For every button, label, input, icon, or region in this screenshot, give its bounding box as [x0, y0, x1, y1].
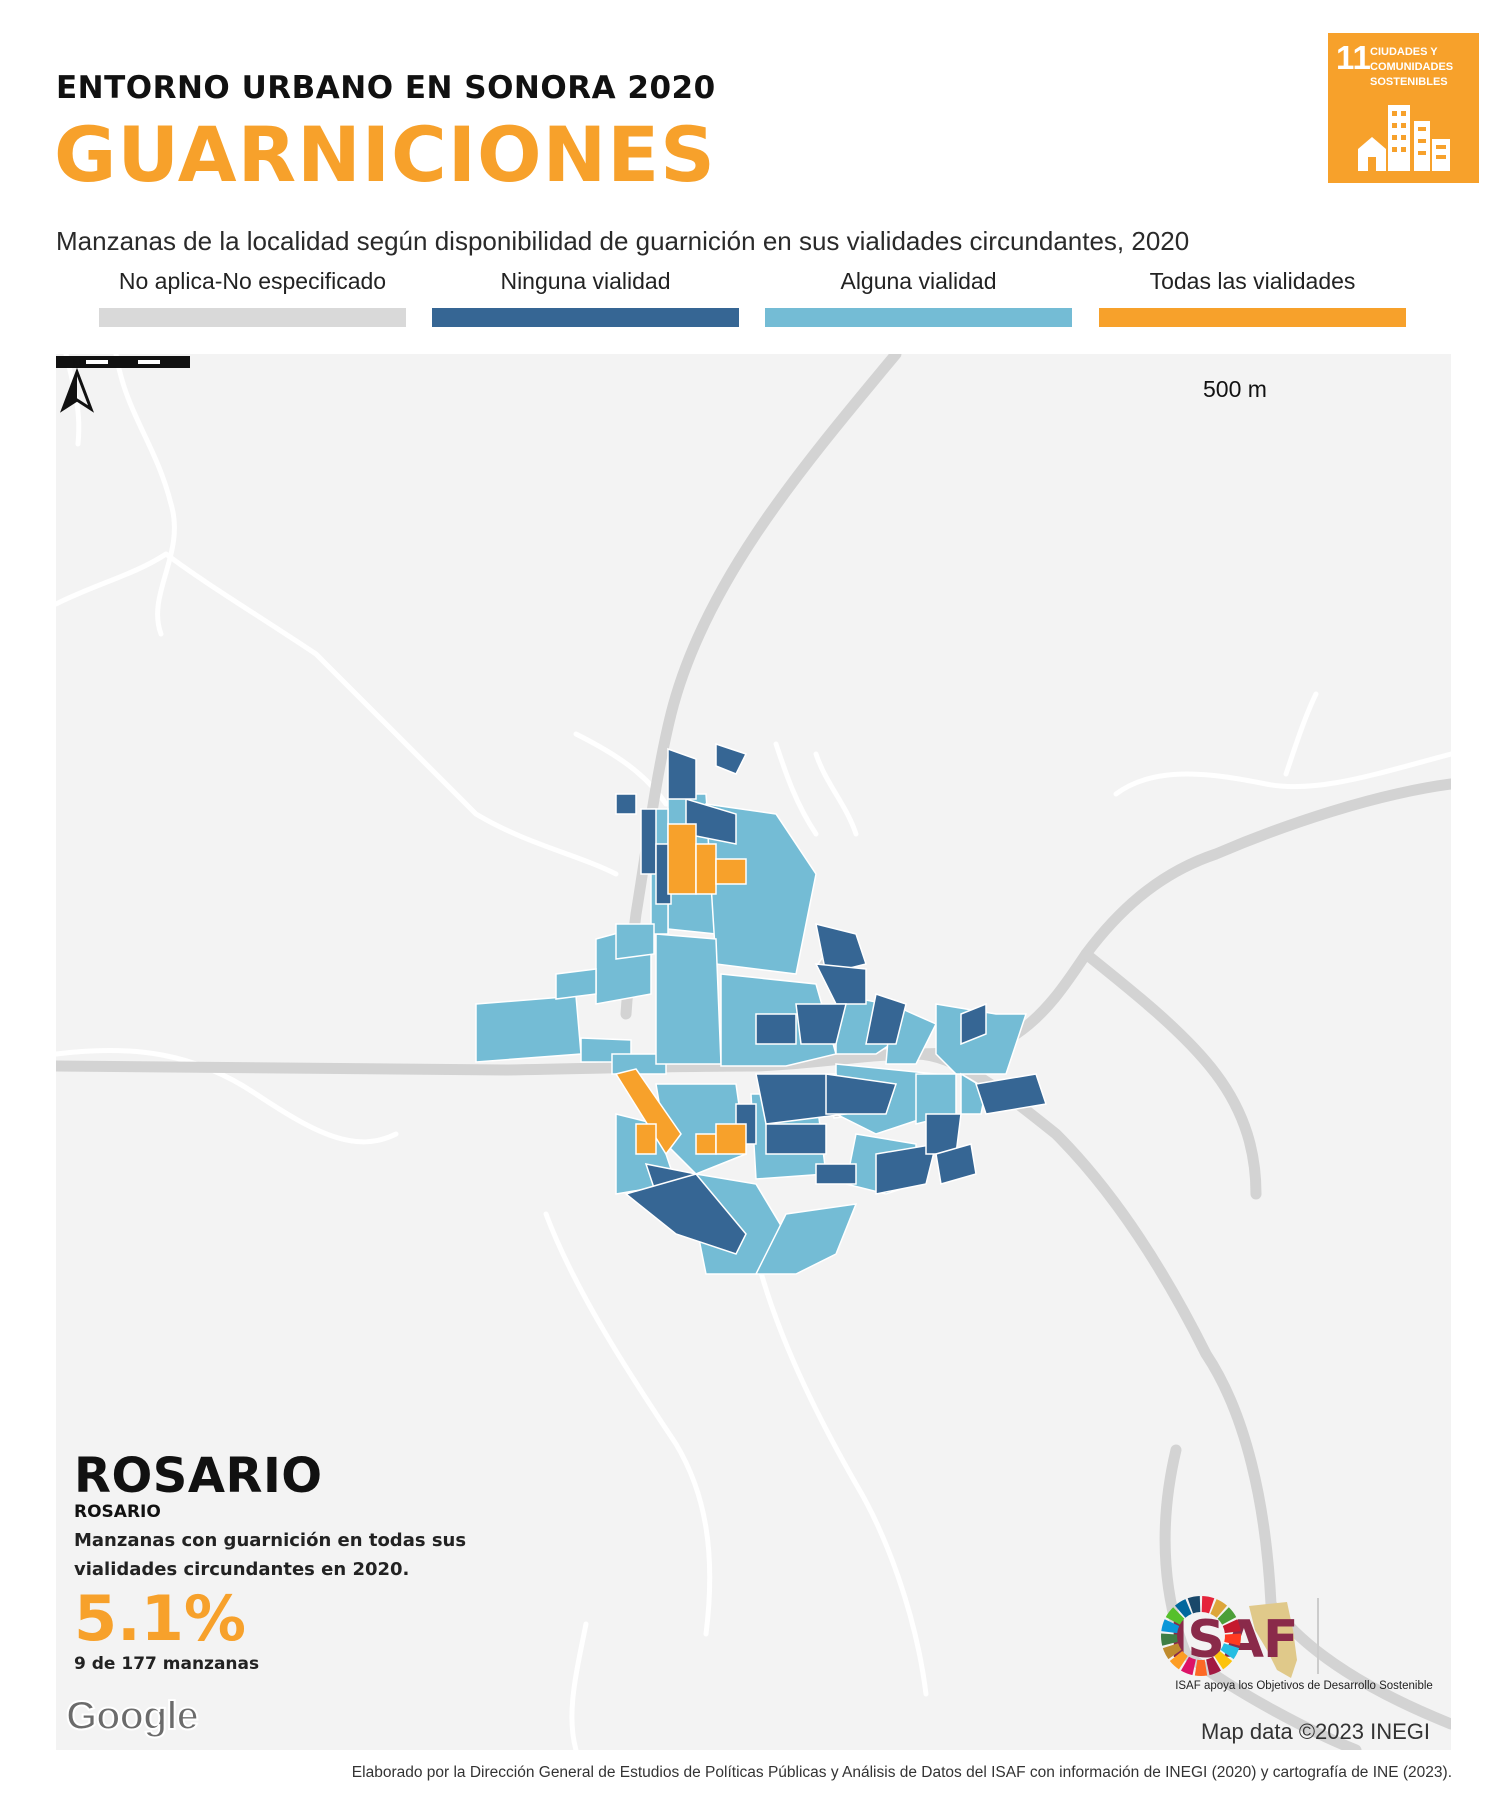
block-todas — [695, 1133, 717, 1155]
map-canvas[interactable] — [56, 354, 1451, 1750]
legend-item-ninguna: Ninguna vialidad — [432, 268, 739, 327]
sdg-wheel-segment — [1174, 1599, 1192, 1618]
logo-divider — [1317, 1598, 1319, 1674]
legend-swatch-gray — [99, 308, 406, 327]
legend-item-todas: Todas las vialidades — [1099, 268, 1406, 327]
sdg-wheel-segment — [1220, 1643, 1240, 1660]
sdg-wheel-segment — [1201, 1596, 1215, 1614]
sdg-wheel-segment — [1214, 1651, 1233, 1670]
stat-percentage: 5.1% — [74, 1582, 246, 1655]
legend-label: Alguna vialidad — [840, 268, 997, 294]
sdg-wheel-segment — [1180, 1656, 1196, 1676]
scale-bar — [56, 356, 190, 368]
legend: No aplica-No especificado Ninguna vialid… — [99, 268, 1409, 328]
sdg-wheel-segment — [1161, 1633, 1178, 1646]
city-buildings-icon — [1358, 105, 1450, 171]
sdg-wheel-segment — [1224, 1633, 1241, 1646]
sdg-wheel-segment — [1162, 1643, 1182, 1660]
supertitle: ENTORNO URBANO EN SONORA 2020 — [56, 70, 716, 106]
map-panel[interactable]: 500 m N ROSARIO ROSARIO Manzanas con gua… — [56, 354, 1451, 1750]
scale-label: 500 m — [1203, 376, 1267, 402]
sdg-wheel-segment — [1206, 1656, 1222, 1676]
page-title: GUARNICIONES — [54, 110, 716, 199]
isaf-tagline: ISAF apoya los Objetivos de Desarrollo S… — [1175, 1680, 1433, 1692]
sdg-wheel-segment — [1210, 1599, 1228, 1618]
locality-name: ROSARIO — [74, 1448, 323, 1504]
block-todas — [667, 823, 697, 895]
sdg-wheel-segment — [1165, 1607, 1185, 1625]
block-todas — [635, 1123, 657, 1155]
stat-description: Manzanas con guarnición en todas sus via… — [74, 1530, 467, 1580]
legend-swatch-orange — [1099, 308, 1406, 327]
sdg-wheel-icon — [1161, 1596, 1241, 1676]
sdg-wheel-segment — [1194, 1659, 1208, 1676]
block-todas — [695, 843, 717, 895]
map-subtitle: Manzanas de la localidad según disponibi… — [56, 226, 1190, 256]
north-label: N — [72, 355, 82, 371]
legend-label: Ninguna vialidad — [500, 268, 671, 294]
sonora-map-icon — [1249, 1602, 1297, 1678]
legend-label: No aplica-No especificado — [118, 268, 387, 294]
isaf-logo: ISAF ISAF apoya los Objetivos de Desarro… — [1159, 1594, 1449, 1694]
north-arrow-icon: N — [59, 355, 95, 413]
sdg-wheel-segment — [1222, 1619, 1241, 1634]
legend-item-no-aplica: No aplica-No especificado — [99, 268, 406, 327]
block-todas — [715, 858, 747, 885]
legend-item-alguna: Alguna vialidad — [765, 268, 1072, 327]
sdg-wheel-segment — [1187, 1596, 1201, 1614]
footer-credit: Elaborado por la Dirección General de Es… — [351, 1764, 1452, 1781]
sdg-11-badge: 11 CIUDADES Y COMUNIDADES SOSTENIBLES — [1328, 33, 1479, 183]
map-data-credit: Map data ©2023 INEGI — [1201, 1719, 1431, 1744]
sdg-wheel-segment — [1161, 1619, 1180, 1634]
legend-swatch-light-blue — [765, 308, 1072, 327]
sdg-number: 11 — [1336, 39, 1371, 76]
municipality-name: ROSARIO — [74, 1502, 161, 1522]
block-todas — [715, 1123, 747, 1155]
legend-label: Todas las vialidades — [1149, 268, 1356, 294]
legend-swatch-dark-blue — [432, 308, 739, 327]
city-blocks — [475, 742, 1047, 1275]
sdg-wheel-segment — [1169, 1651, 1188, 1670]
sdg-label: CIUDADES Y COMUNIDADES SOSTENIBLES — [1370, 46, 1454, 88]
sdg-wheel-segment — [1217, 1607, 1237, 1625]
stat-count: 9 de 177 manzanas — [74, 1654, 260, 1674]
google-logo: Google — [65, 1693, 200, 1739]
